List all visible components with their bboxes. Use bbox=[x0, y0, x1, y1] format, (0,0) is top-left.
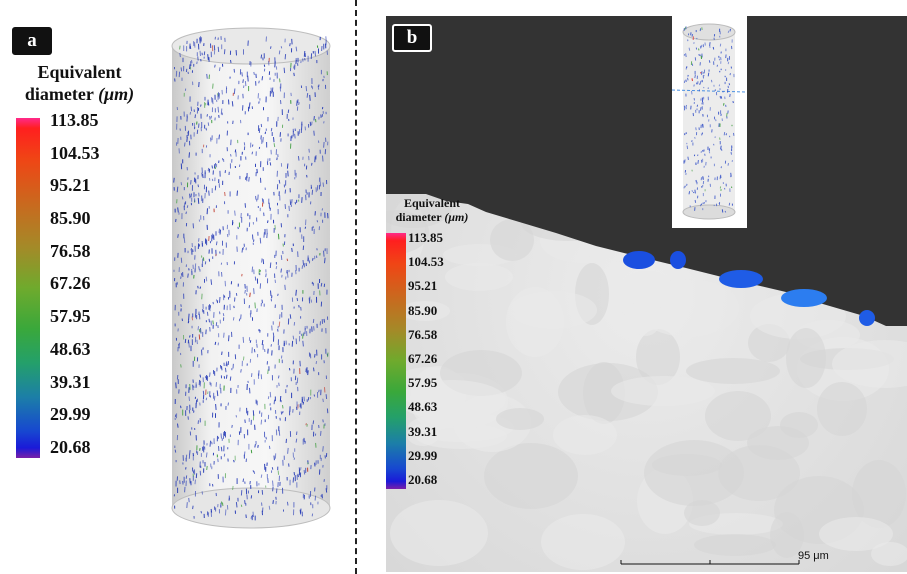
tick-label: 48.63 bbox=[50, 338, 91, 359]
pore-blob bbox=[859, 310, 875, 326]
panel-label-b: b bbox=[392, 24, 432, 52]
dark-region bbox=[386, 16, 907, 326]
pore-points bbox=[683, 26, 735, 213]
tick-label: 39.31 bbox=[408, 423, 438, 439]
pore-cylinder-render bbox=[171, 27, 331, 529]
pore-blob bbox=[719, 270, 763, 288]
pore-points bbox=[173, 36, 329, 521]
tick-label: 85.90 bbox=[408, 302, 438, 318]
legend-unit: (μm) bbox=[444, 210, 469, 225]
tick-label: 29.99 bbox=[408, 447, 438, 463]
pore-blob bbox=[623, 251, 655, 269]
tick-label: 113.85 bbox=[408, 230, 444, 245]
tick-label: 20.68 bbox=[50, 436, 91, 457]
tick-label: 113.85 bbox=[50, 110, 99, 130]
tick-label: 85.90 bbox=[50, 208, 91, 229]
tick-label: 67.26 bbox=[408, 350, 438, 366]
legend-title-line2: diameter bbox=[395, 210, 442, 225]
tick-label: 20.68 bbox=[408, 471, 438, 487]
tick-label: 57.95 bbox=[50, 306, 91, 327]
legend-unit: (μm) bbox=[98, 83, 135, 104]
inset-cylinder-render bbox=[672, 16, 747, 228]
legend-title-line2: diameter bbox=[24, 83, 94, 104]
colorbar-ticks-a: 113.85 104.53 95.21 85.90 76.58 67.26 57… bbox=[50, 110, 100, 458]
tick-label: 95.21 bbox=[408, 278, 438, 294]
pore-blob bbox=[781, 289, 827, 307]
legend-title-line1: Equivalent bbox=[37, 62, 122, 82]
legend-title-line1: Equivalent bbox=[403, 196, 460, 210]
tick-label: 76.58 bbox=[50, 240, 91, 261]
legend-title-a: Equivalent diameter (μm) bbox=[12, 62, 147, 105]
legend-title-b: Equivalent diameter (μm) bbox=[384, 196, 480, 225]
colorbar-ticks-b: 113.85 104.53 95.21 85.90 76.58 67.26 57… bbox=[408, 230, 444, 488]
pore-blob bbox=[670, 251, 686, 269]
tick-label: 67.26 bbox=[50, 273, 91, 294]
tick-label: 48.63 bbox=[408, 399, 438, 415]
colorbar-a bbox=[16, 118, 40, 458]
scale-bar-label: 95 μm bbox=[798, 550, 829, 562]
tick-label: 39.31 bbox=[50, 371, 91, 392]
tick-label: 104.53 bbox=[408, 254, 444, 270]
tick-label: 29.99 bbox=[50, 404, 91, 425]
panel-label-a: a bbox=[12, 27, 52, 55]
panel-divider bbox=[355, 0, 357, 574]
surface-section-view bbox=[386, 16, 907, 572]
tick-label: 57.95 bbox=[408, 375, 438, 391]
tick-label: 76.58 bbox=[408, 326, 438, 342]
tick-label: 104.53 bbox=[50, 142, 100, 163]
tick-label: 95.21 bbox=[50, 175, 91, 196]
colorbar-b bbox=[386, 233, 406, 489]
